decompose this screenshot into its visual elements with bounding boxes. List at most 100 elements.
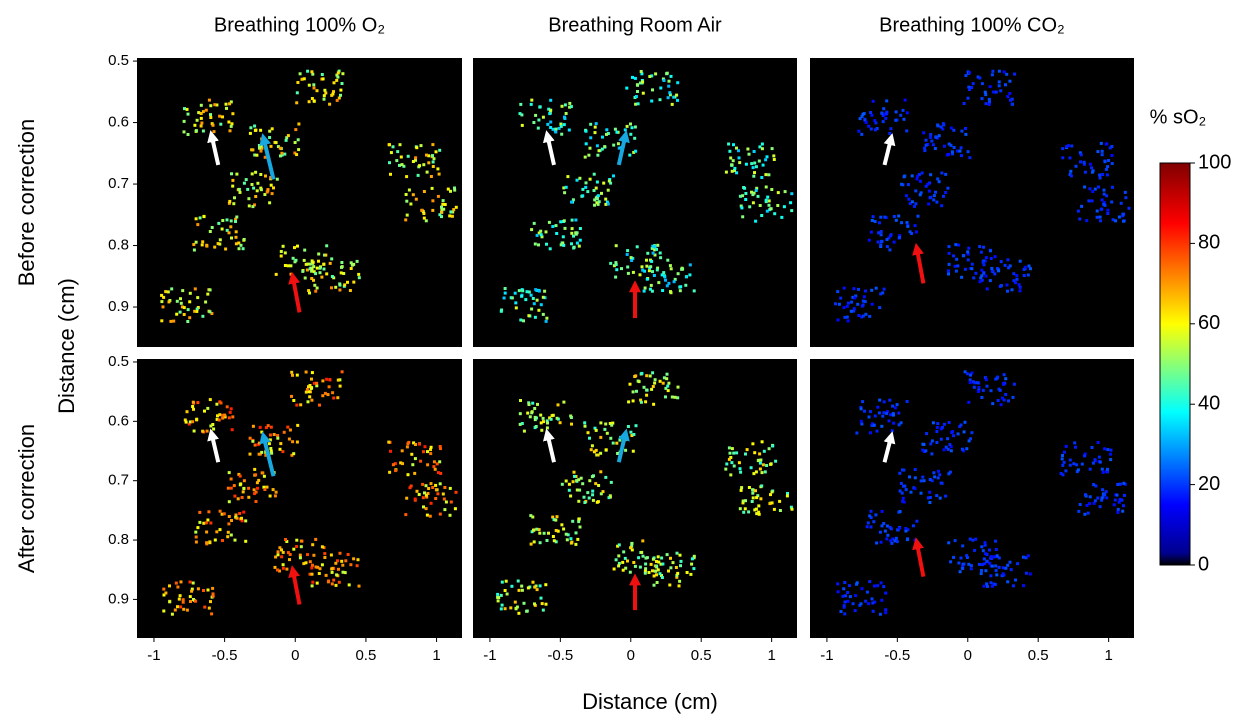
image-pixel bbox=[1096, 210, 1099, 213]
image-pixel bbox=[952, 129, 955, 132]
image-pixel bbox=[325, 378, 328, 381]
image-pixel bbox=[637, 102, 640, 105]
image-pixel bbox=[768, 199, 771, 202]
image-pixel bbox=[612, 144, 615, 147]
image-pixel bbox=[336, 76, 339, 79]
image-pixel bbox=[192, 582, 195, 585]
image-pixel bbox=[357, 558, 360, 561]
image-pixel bbox=[423, 217, 426, 220]
image-pixel bbox=[215, 530, 218, 533]
image-pixel bbox=[519, 412, 522, 415]
image-pixel bbox=[1117, 508, 1120, 511]
image-pixel bbox=[211, 587, 214, 590]
image-pixel bbox=[542, 313, 545, 316]
image-pixel bbox=[514, 601, 517, 604]
image-pixel bbox=[607, 203, 610, 206]
image-pixel bbox=[213, 246, 216, 249]
image-pixel bbox=[352, 281, 355, 284]
image-pixel bbox=[1061, 454, 1064, 457]
image-pixel bbox=[630, 256, 633, 259]
image-pixel bbox=[757, 459, 760, 462]
image-pixel bbox=[521, 124, 524, 127]
image-pixel bbox=[180, 302, 183, 305]
image-pixel bbox=[610, 424, 613, 427]
image-pixel bbox=[770, 188, 773, 191]
image-pixel bbox=[875, 287, 878, 290]
image-pixel bbox=[332, 579, 335, 582]
image-pixel bbox=[1101, 468, 1104, 471]
image-pixel bbox=[205, 531, 208, 534]
image-pixel bbox=[588, 497, 591, 500]
image-pixel bbox=[181, 289, 184, 292]
image-pixel bbox=[870, 128, 873, 131]
image-pixel bbox=[984, 569, 987, 572]
image-pixel bbox=[414, 156, 417, 159]
image-pixel bbox=[676, 396, 679, 399]
image-pixel bbox=[528, 403, 531, 406]
image-pixel bbox=[1079, 160, 1082, 163]
image-pixel bbox=[290, 273, 293, 276]
image-pixel bbox=[530, 103, 533, 106]
image-pixel bbox=[235, 173, 238, 176]
image-pixel bbox=[872, 520, 875, 523]
image-pixel bbox=[1022, 556, 1025, 559]
image-pixel bbox=[1012, 396, 1015, 399]
image-pixel bbox=[279, 448, 282, 451]
image-pixel bbox=[991, 73, 994, 76]
image-pixel bbox=[272, 488, 275, 491]
image-pixel bbox=[740, 206, 743, 209]
image-pixel bbox=[332, 397, 335, 400]
image-pixel bbox=[752, 201, 755, 204]
image-pixel bbox=[570, 542, 573, 545]
image-pixel bbox=[641, 265, 644, 268]
image-pixel bbox=[774, 460, 777, 463]
image-pixel bbox=[998, 566, 1001, 569]
image-pixel bbox=[659, 380, 662, 383]
image-pixel bbox=[552, 128, 555, 131]
image-pixel bbox=[907, 198, 910, 201]
image-pixel bbox=[994, 583, 997, 586]
image-pixel bbox=[196, 223, 199, 226]
image-pixel bbox=[988, 98, 991, 101]
image-pixel bbox=[552, 535, 555, 538]
image-pixel bbox=[328, 385, 331, 388]
column-title: Breathing 100% CO₂ bbox=[879, 14, 1065, 36]
image-pixel bbox=[336, 396, 339, 399]
image-pixel bbox=[627, 425, 630, 428]
image-pixel bbox=[201, 430, 204, 433]
image-pixel bbox=[229, 411, 232, 414]
image-pixel bbox=[305, 561, 308, 564]
image-pixel bbox=[425, 219, 428, 222]
image-pixel bbox=[870, 114, 873, 117]
image-pixel bbox=[275, 491, 278, 494]
image-pixel bbox=[189, 292, 192, 295]
image-pixel bbox=[912, 524, 915, 527]
x-tick-label: 0.5 bbox=[691, 647, 712, 664]
image-pixel bbox=[1099, 461, 1102, 464]
image-pixel bbox=[1006, 564, 1009, 567]
image-pixel bbox=[205, 521, 208, 524]
image-pixel bbox=[674, 396, 677, 399]
image-pixel bbox=[670, 267, 673, 270]
image-pixel bbox=[523, 430, 526, 433]
image-pixel bbox=[296, 91, 299, 94]
image-pixel bbox=[648, 75, 651, 78]
image-pixel bbox=[549, 109, 552, 112]
image-pixel bbox=[615, 558, 618, 561]
image-pixel bbox=[597, 194, 600, 197]
image-pixel bbox=[571, 219, 574, 222]
image-pixel bbox=[388, 161, 391, 164]
image-pixel bbox=[938, 180, 941, 183]
image-pixel bbox=[395, 159, 398, 162]
image-pixel bbox=[179, 605, 182, 608]
image-pixel bbox=[568, 483, 571, 486]
image-pixel bbox=[1098, 174, 1101, 177]
image-pixel bbox=[744, 453, 747, 456]
image-pixel bbox=[515, 607, 518, 610]
image-pixel bbox=[985, 378, 988, 381]
image-pixel bbox=[960, 557, 963, 560]
image-pixel bbox=[241, 496, 244, 499]
image-pixel bbox=[563, 116, 566, 119]
image-pixel bbox=[759, 204, 762, 207]
image-pixel bbox=[338, 581, 341, 584]
